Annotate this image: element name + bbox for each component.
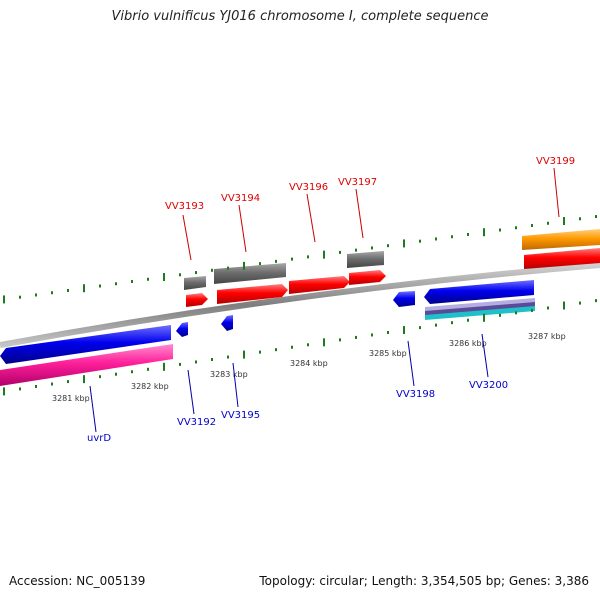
leader-vv3198 [407, 340, 415, 387]
map-title: Vibrio vulnificus YJ016 chromosome I, co… [111, 9, 489, 24]
leader-vv3199 [553, 167, 560, 218]
gene-orange-vv3199 [522, 229, 600, 250]
topology-text: Topology: circular; Length: 3,354,505 bp… [259, 574, 589, 588]
scale-label-3282: 3282 kbp [131, 382, 169, 391]
scale-label-3287: 3287 kbp [528, 332, 566, 341]
reverse-gene-labels: uvrD VV3192 VV3195 VV3198 VV3200 [87, 333, 508, 444]
scale-label-3283: 3283 kbp [210, 370, 248, 379]
gene-blue-vv3192 [176, 322, 188, 337]
leader-vv3197 [355, 188, 364, 239]
gene-gray-3 [347, 251, 384, 268]
scale-label-3286: 3286 kbp [449, 339, 487, 348]
scale-label-3284: 3284 kbp [290, 359, 328, 368]
gene-red-vv3194 [217, 284, 288, 304]
forward-gene-labels: VV3193 VV3194 VV3196 VV3197 VV3199 [165, 156, 575, 261]
gene-stack-purple [425, 302, 535, 316]
label-vv3198[interactable]: VV3198 [396, 389, 435, 400]
label-uvrd[interactable]: uvrD [87, 433, 111, 444]
gene-pink-1 [0, 344, 173, 386]
label-vv3192[interactable]: VV3192 [177, 417, 216, 428]
leader-vv3200 [481, 333, 489, 378]
leader-vv3196 [306, 193, 316, 243]
gene-stack-lilac [425, 298, 535, 312]
gene-red-vv3196 [289, 276, 350, 294]
leader-vv3192 [187, 369, 195, 415]
leader-uvrd [89, 385, 97, 433]
scale-label-3285: 3285 kbp [369, 349, 407, 358]
label-vv3199[interactable]: VV3199 [536, 156, 575, 167]
label-vv3197[interactable]: VV3197 [338, 177, 377, 188]
label-vv3200[interactable]: VV3200 [469, 380, 508, 391]
scale-label-3281: 3281 kbp [52, 394, 90, 403]
label-vv3195[interactable]: VV3195 [221, 410, 260, 421]
scale-ticks [3, 215, 597, 396]
gene-red-2 [524, 248, 600, 269]
leader-vv3193 [182, 214, 192, 261]
label-vv3194[interactable]: VV3194 [221, 193, 260, 204]
gene-stack-teal [425, 306, 535, 320]
gene-blue-vv3198 [393, 291, 415, 307]
label-vv3196[interactable]: VV3196 [289, 182, 328, 193]
gene-blue-vv3195 [221, 315, 233, 331]
label-vv3193[interactable]: VV3193 [165, 201, 204, 212]
leader-vv3194 [238, 204, 247, 253]
leader-vv3195 [232, 362, 239, 408]
gene-gray-2 [214, 263, 286, 284]
chromosome-backbone [0, 262, 600, 348]
gene-red-vv3193 [186, 293, 208, 307]
scale-labels: 3281 kbp 3282 kbp 3283 kbp 3284 kbp 3285… [52, 332, 566, 403]
gene-red-vv3197 [349, 270, 386, 285]
gene-blue-vv3200 [424, 280, 534, 304]
accession-text: Accession: NC_005139 [9, 574, 146, 588]
gene-blue-uvrd [0, 325, 171, 364]
gene-gray-1 [184, 276, 206, 290]
